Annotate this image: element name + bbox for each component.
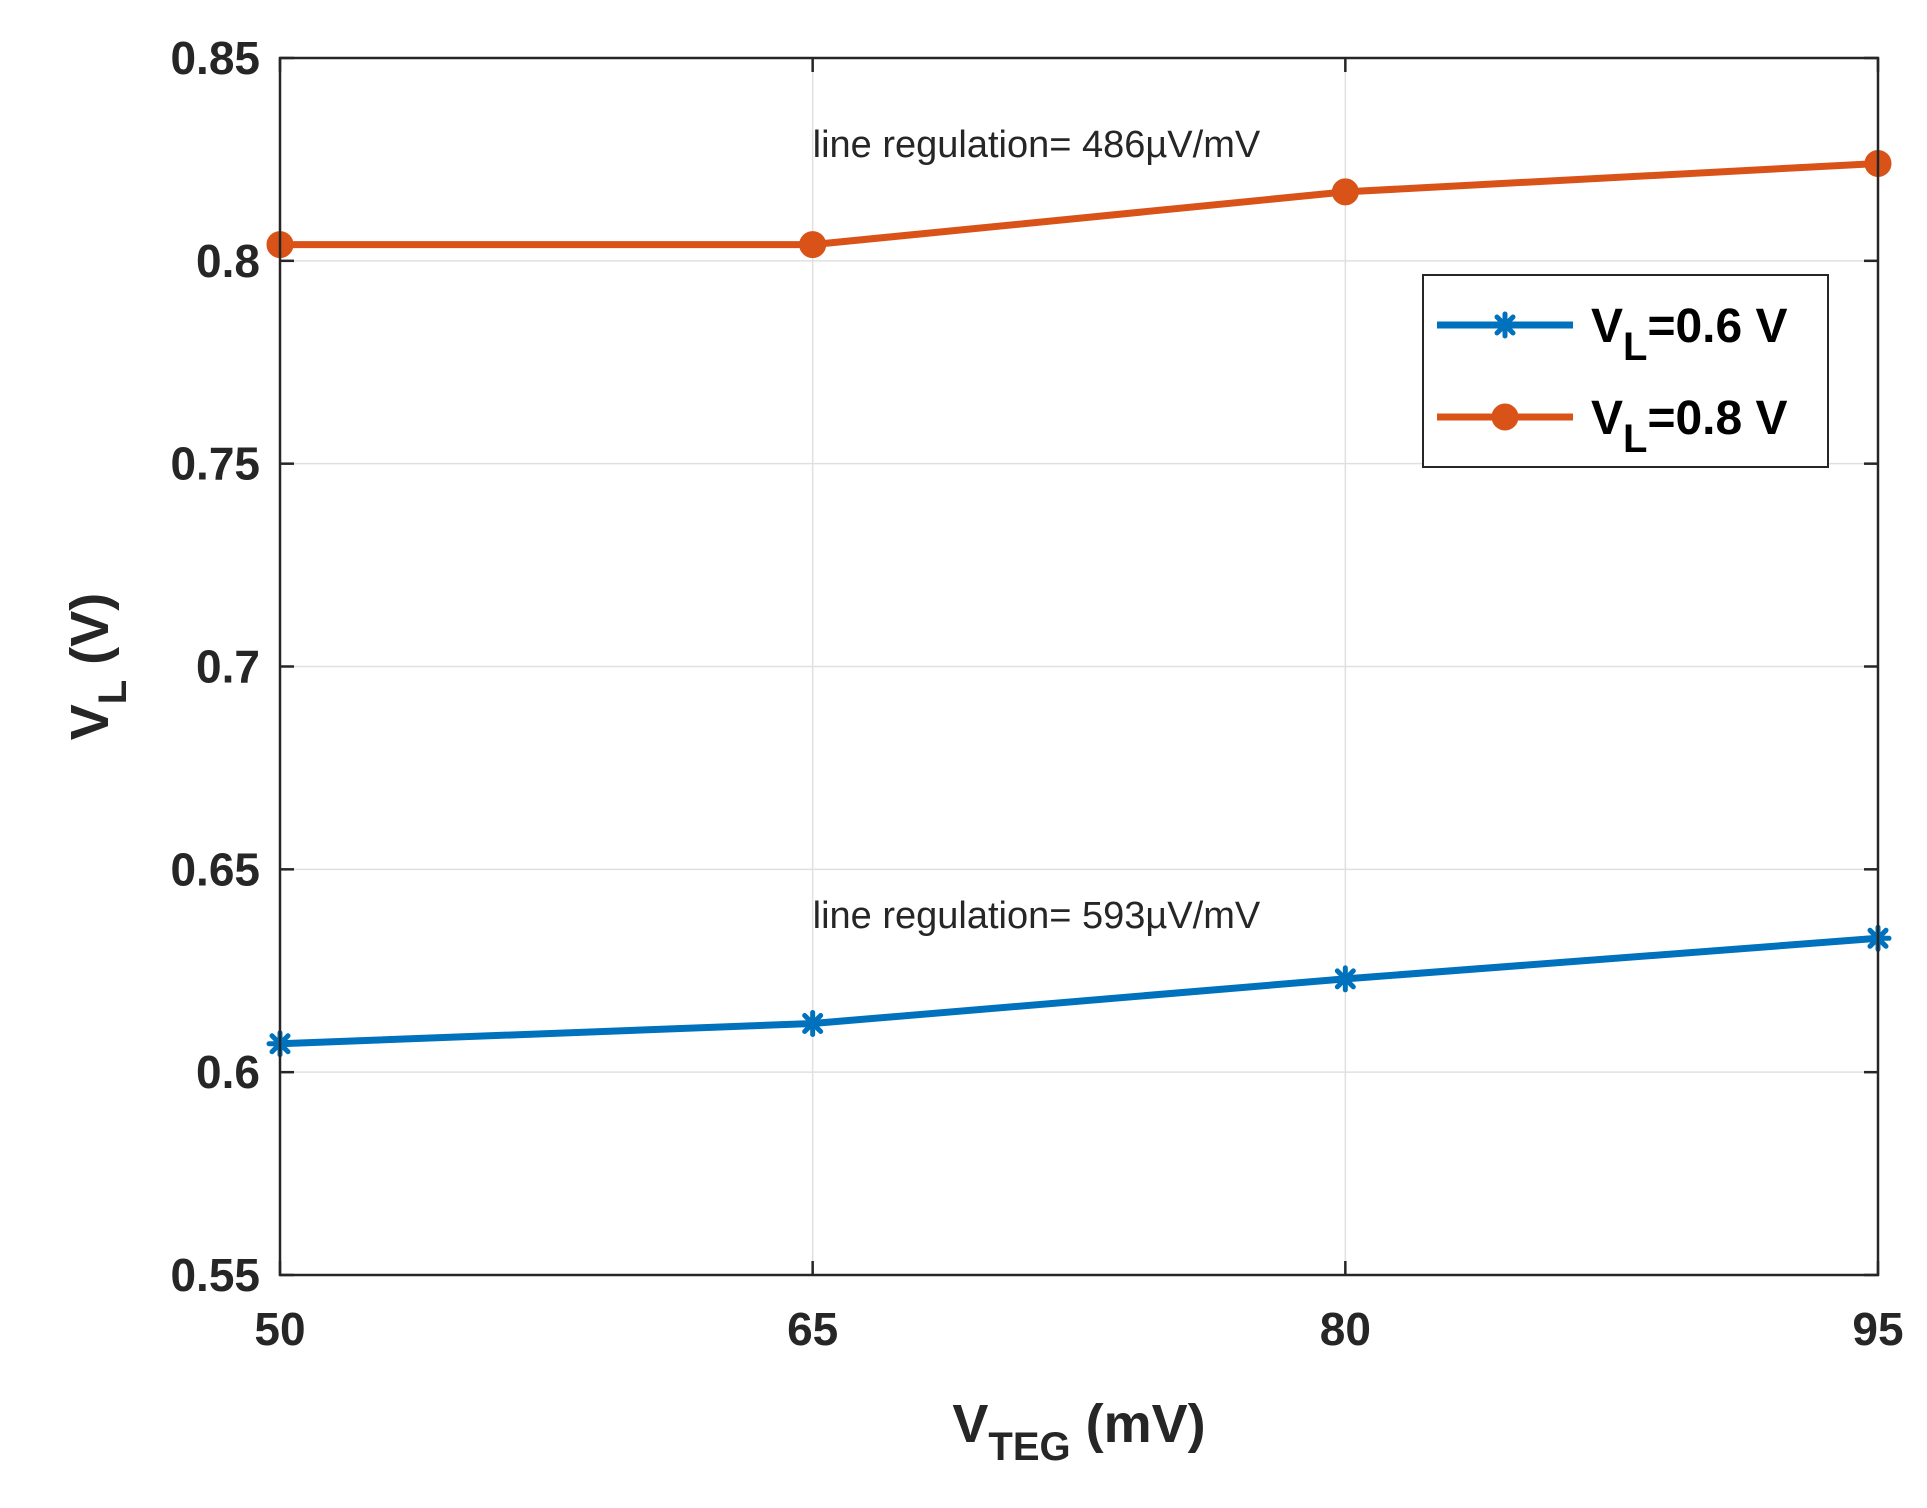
y-tick-label: 0.65 <box>170 843 260 895</box>
data-point-series-2 <box>1331 178 1359 206</box>
y-axis-title-subscript: L <box>91 680 135 704</box>
y-tick-label: 0.75 <box>170 438 260 490</box>
x-tick-label: 95 <box>1852 1303 1903 1355</box>
legend-marker <box>1491 311 1519 339</box>
legend-label: VL=0.6 V <box>1591 300 1788 369</box>
data-point-series-2 <box>799 231 827 259</box>
x-axis-title-subscript: TEG <box>988 1425 1070 1469</box>
legend: VL=0.6 V VL=0.8 V <box>1422 274 1829 468</box>
marker-stroke <box>1334 968 1356 990</box>
x-tick-label: 65 <box>787 1303 838 1355</box>
y-tick-label: 0.85 <box>170 32 260 84</box>
y-tick-label: 0.8 <box>196 235 260 287</box>
x-axis-title-unit: (mV) <box>1071 1394 1206 1454</box>
y-tick-label: 0.6 <box>196 1046 260 1098</box>
x-axis-title-main: V <box>952 1394 988 1454</box>
legend-marker <box>1491 403 1519 431</box>
y-axis-title-unit: (V) <box>60 593 120 680</box>
legend-item-1: VL=0.6 V <box>1437 300 1788 369</box>
y-tick-label: 0.55 <box>170 1249 260 1301</box>
y-axis-title: VL (V) <box>60 593 135 740</box>
x-axis-title: VTEG (mV) <box>952 1394 1205 1469</box>
x-tick-label: 50 <box>254 1303 305 1355</box>
data-point-series-1 <box>1331 965 1359 993</box>
grid <box>279 57 1879 1276</box>
annotations: line regulation= 486µV/mV line regulation… <box>813 124 1261 937</box>
axis-ticks: 50 65 80 95 0.55 0.6 0.65 0.7 0.75 0.8 0.85 <box>170 32 1903 1355</box>
y-tick-label: 0.7 <box>196 641 260 693</box>
marker-stroke <box>802 1012 824 1034</box>
x-tick-label: 80 <box>1320 1303 1371 1355</box>
legend-item-2: VL=0.8 V <box>1437 392 1788 461</box>
marker-stroke <box>1494 314 1516 336</box>
legend-label: VL=0.8 V <box>1591 392 1788 461</box>
annotation-text: line regulation= 593µV/mV <box>813 895 1261 937</box>
series-line-1 <box>279 934 1879 1048</box>
legend-box <box>1422 274 1829 468</box>
annotation-text: line regulation= 486µV/mV <box>813 124 1261 166</box>
data-point-series-1 <box>799 1009 827 1037</box>
y-axis-title-main: V <box>60 704 120 740</box>
series-line-2 <box>280 159 1879 249</box>
